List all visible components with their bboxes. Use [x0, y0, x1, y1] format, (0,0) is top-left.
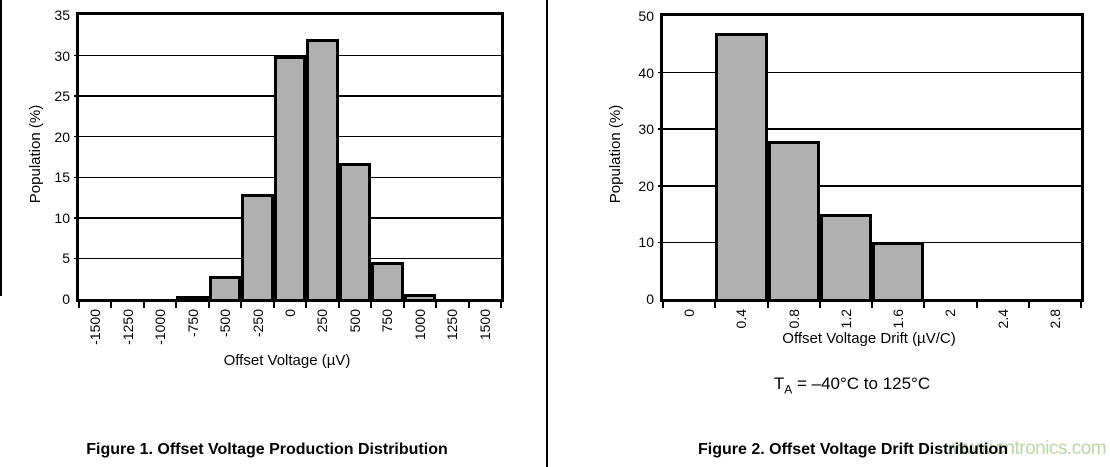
y-tick-mark	[658, 71, 663, 74]
y-tick-label: 20	[54, 128, 70, 145]
x-tick-label: 750	[379, 309, 396, 333]
x-tick-label: -250	[249, 309, 266, 338]
panel-divider	[546, 0, 548, 467]
x-tick-mark	[272, 302, 275, 308]
x-tick-mark	[1027, 302, 1030, 308]
gridline	[663, 241, 1081, 244]
x-tick-mark	[818, 302, 821, 308]
y-tick-label: 0	[62, 291, 70, 307]
gridline	[663, 185, 1081, 187]
figure1-caption: Figure 1. Offset Voltage Production Dist…	[86, 441, 448, 458]
x-tick-mark	[662, 302, 664, 308]
y-tick-label: 30	[638, 121, 654, 138]
y-tick-label: 30	[54, 47, 70, 64]
histogram-bar	[338, 162, 372, 299]
x-tick-mark	[766, 302, 769, 308]
figure2-caption: Figure 2. Offset Voltage Drift Distribut…	[698, 441, 1008, 458]
x-tick-mark	[1080, 302, 1082, 308]
y-tick-mark	[74, 54, 79, 57]
x-tick-label: -750	[184, 309, 201, 338]
gridline	[663, 128, 1081, 130]
figure2-plot-area: 0 10 20 30 40 50 0 0.4 0.8 1.2 1.6 2 2.4 2.8	[638, 8, 1084, 328]
figure2-x-axis-title: Offset Voltage Drift (µV/C)	[782, 330, 956, 347]
x-tick-mark	[175, 302, 178, 308]
y-tick-mark	[74, 135, 79, 138]
histogram-bar	[403, 294, 437, 299]
x-tick-mark	[110, 302, 113, 308]
x-tick-mark	[370, 302, 373, 308]
x-tick-mark	[923, 302, 926, 308]
x-tick-mark	[871, 302, 873, 308]
x-tick-mark	[402, 302, 405, 308]
histogram-bar	[715, 32, 768, 299]
histogram-bar	[819, 214, 872, 299]
x-tick-mark	[142, 302, 145, 308]
figure2-test-condition-note: TA = –40°C to 125°C	[773, 374, 931, 397]
x-tick-mark	[467, 302, 470, 308]
y-tick-mark	[74, 257, 79, 260]
y-tick-mark	[74, 176, 79, 179]
x-tick-mark	[78, 302, 80, 308]
y-tick-label: 50	[638, 8, 654, 24]
x-tick-label: 1000	[411, 309, 428, 341]
x-tick-label: 0.4	[733, 309, 750, 329]
y-tick-label: 0	[646, 291, 654, 307]
y-tick-mark	[74, 217, 79, 219]
y-tick-label: 35	[54, 7, 70, 23]
x-tick-mark	[500, 302, 502, 308]
x-tick-mark	[305, 302, 308, 308]
histogram-bar	[306, 39, 339, 299]
x-tick-label: 500	[346, 309, 363, 333]
x-tick-label: 250	[314, 309, 331, 333]
histogram-bar	[176, 296, 209, 299]
y-tick-label: 10	[638, 234, 654, 251]
page-left-border	[0, 0, 2, 296]
gridline	[79, 54, 501, 57]
x-tick-mark	[240, 302, 243, 308]
x-tick-label: -1500	[87, 309, 104, 345]
x-tick-label: 1.6	[890, 309, 907, 329]
x-tick-label: 2	[942, 309, 959, 317]
figure1-y-axis-title: Population (%)	[27, 104, 44, 204]
x-tick-label: 0	[681, 309, 698, 317]
y-tick-label: 15	[54, 169, 70, 186]
x-tick-label: 1500	[476, 309, 493, 341]
x-tick-label: 2.8	[1046, 309, 1063, 329]
x-tick-mark	[337, 302, 340, 308]
histogram-bar	[767, 140, 820, 299]
x-tick-label: 0.8	[785, 309, 802, 329]
y-tick-mark	[658, 128, 663, 130]
figure1-x-axis-title: Offset Voltage (µV)	[223, 352, 351, 369]
x-tick-label: 2.4	[994, 309, 1011, 329]
x-tick-label: 1250	[444, 309, 461, 341]
x-tick-label: 1.2	[837, 309, 854, 329]
x-tick-label: -1000	[152, 309, 169, 345]
figure2-y-axis-title: Population (%)	[607, 104, 624, 204]
histogram-bar	[208, 276, 242, 299]
figure1-plot-area: 0 5 10 15 20 25 30 35 -1500 -1250 -1000 -750 -500 -25…	[54, 7, 504, 345]
x-tick-label: -1250	[119, 309, 136, 345]
x-tick-mark	[207, 302, 210, 308]
site-watermark: www.cntronics.com	[952, 438, 1107, 459]
x-tick-mark	[714, 302, 717, 308]
histogram-bar	[273, 55, 307, 299]
y-tick-label: 10	[54, 209, 70, 226]
histogram-bar	[371, 261, 404, 299]
histogram-bar	[872, 242, 925, 299]
y-tick-label: 20	[638, 177, 654, 194]
y-tick-label: 40	[638, 64, 654, 81]
x-tick-label: 0	[282, 309, 298, 317]
x-tick-mark	[435, 302, 438, 308]
y-tick-mark	[658, 185, 663, 187]
y-tick-mark	[74, 95, 79, 97]
y-tick-label: 5	[62, 250, 70, 267]
y-tick-mark	[658, 241, 663, 244]
histogram-bar	[241, 193, 274, 299]
x-tick-label: -500	[217, 309, 234, 338]
gridline	[663, 71, 1081, 74]
y-tick-label: 25	[54, 88, 70, 105]
x-tick-mark	[975, 302, 978, 308]
